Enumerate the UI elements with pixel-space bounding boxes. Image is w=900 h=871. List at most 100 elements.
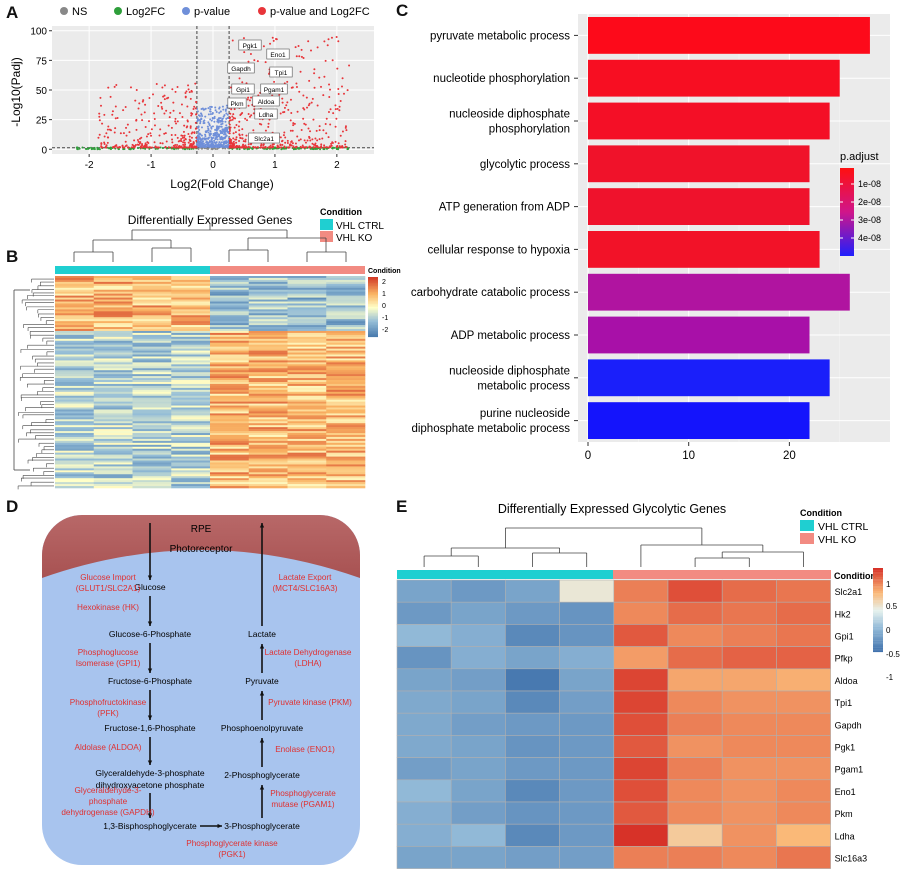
heatmap-e-cell: [721, 601, 777, 625]
heatmap-e-cell: [396, 712, 452, 736]
heatmap-e-cell: [559, 823, 615, 847]
heatmap-e-cell: [450, 823, 506, 847]
gene-row-label: Tpi1: [835, 698, 853, 708]
heatmap-e-cell: [505, 735, 560, 758]
enzyme-label: phosphate: [89, 797, 128, 806]
panel-label-b: B: [6, 247, 18, 266]
gene-row-label: Slc16a3: [835, 854, 868, 864]
gene-label: Pgk1: [243, 43, 258, 50]
enzyme-label: Lactate Export: [279, 573, 333, 582]
gene-label-box: [252, 95, 280, 107]
legend-swatch-vhl-ctrl: [320, 219, 333, 230]
y-tick-label: 0: [41, 145, 47, 156]
heatmap-e-cell: [667, 779, 723, 803]
bar: [588, 316, 810, 354]
heatmap-e-cell: [776, 823, 831, 847]
legend-marker: [182, 7, 190, 15]
enzyme-label: Hexokinase (HK): [77, 603, 139, 612]
bar-chart-category-labels: pyruvate metabolic process nucleotide pho…: [411, 30, 578, 435]
category-label: purine nucleoside: [480, 408, 570, 420]
volcano-x-axis-label: Log2(Fold Change): [170, 177, 273, 191]
gene-label: Gpi1: [236, 87, 250, 94]
heatmap-e-cell: [776, 646, 831, 670]
heatmap-e-column-dendrogram: [423, 527, 804, 567]
bar: [588, 188, 810, 226]
gene-row-label: Pgam1: [835, 765, 864, 775]
heatmap-e-cell: [505, 823, 560, 847]
heatmap-e-cell: [559, 846, 615, 869]
x-tick-label: 20: [783, 450, 796, 462]
heatmap-e-cell: [721, 846, 777, 869]
panel-a-volcano-plot: A NS Log2FC p-value p-value and Log2FC Pgk1…: [6, 3, 374, 191]
metabolite-label: Fructose-1,6-Phosphate: [104, 723, 195, 733]
padjust-legend-tick: 3e-08: [858, 215, 881, 225]
heatmap-e-cell: [396, 846, 452, 869]
heatmap-e-cell: [396, 801, 452, 825]
heatmap-e-cell: [721, 646, 777, 670]
x-tick-label: 0: [210, 160, 216, 171]
heatmap-e-scale-tick: -0.5: [886, 650, 900, 659]
legend-e-label-vhl-ctrl: VHL CTRL: [818, 521, 869, 533]
heatmap-e-scale-title: Condition: [834, 571, 876, 581]
heatmap-e-cell: [667, 846, 723, 869]
heatmap-e-cell: [613, 735, 669, 758]
heatmap-e-cell: [505, 690, 560, 714]
heatmap-e-cell: [613, 668, 669, 692]
heatmap-e-cell: [613, 801, 669, 825]
gene-label: Aldoa: [258, 99, 275, 106]
y-tick-label: 75: [36, 56, 48, 67]
heatmap-e-cell: [559, 624, 615, 647]
x-tick-label: -2: [85, 160, 94, 171]
gene-label: Pkm: [231, 101, 244, 108]
metabolite-label: Pyruvate: [245, 676, 279, 686]
heatmap-e-cell: [667, 712, 723, 736]
enzyme-label: (GLUT1/SLC2A1): [76, 584, 141, 593]
heatmap-e-cell: [505, 646, 560, 670]
bar: [588, 402, 810, 440]
gene-label-box: [254, 108, 278, 120]
panel-b-heatmap: B Differentially Expressed Genes Conditi…: [6, 207, 401, 490]
heatmap-e-cell: [613, 712, 669, 736]
enzyme-label: Pyruvate kinase (PKM): [268, 698, 352, 707]
padjust-legend-title: p.adjust: [840, 151, 879, 163]
gene-label: Slc2a1: [254, 136, 274, 143]
heatmap-e-cell: [721, 624, 777, 647]
heatmap-e-cell: [776, 690, 831, 714]
heatmap-e-cell: [667, 579, 723, 603]
enzyme-label: Glyceraldehyde-3-: [75, 786, 142, 795]
volcano-legend: NS Log2FC p-value p-value and Log2FC: [60, 6, 370, 18]
panel-label-c: C: [396, 1, 408, 20]
heatmap-e-cell: [450, 735, 506, 758]
gene-label-box: [231, 83, 255, 95]
panel-label-d: D: [6, 497, 18, 516]
heatmap-e-cell: [505, 601, 560, 625]
heatmap-b-scale-tick: -1: [382, 315, 388, 322]
heatmap-e-cell: [667, 690, 723, 714]
panel-e-glycolytic-heatmap: E Differentially Expressed Glycolytic Ge…: [396, 497, 900, 869]
bar-chart-x-ticks: 0 10 20: [585, 442, 796, 462]
y-tick-label: 25: [36, 116, 48, 127]
heatmap-e-cell: [450, 601, 506, 625]
heatmap-e-cell: [721, 779, 777, 803]
bar: [588, 16, 870, 54]
gene-row-label: Pfkp: [835, 654, 853, 664]
gene-row-label: Pgk1: [835, 743, 856, 753]
category-label: nucleoside diphosphate: [449, 109, 570, 121]
y-tick-label: 50: [36, 86, 48, 97]
bar: [588, 230, 820, 268]
gene-row-label: Ldha: [835, 831, 855, 841]
legend-swatch-vhl-ko: [320, 231, 333, 242]
y-tick-label: 100: [30, 27, 47, 38]
heatmap-e-cell: [613, 779, 669, 803]
gene-label: Pgam1: [264, 87, 285, 94]
heatmap-e-cell: [396, 757, 452, 781]
heatmap-e-cell: [396, 668, 452, 692]
rpe-label: RPE: [191, 524, 212, 535]
heatmap-e-cell: [721, 690, 777, 714]
bar: [588, 273, 850, 311]
bar: [588, 59, 840, 97]
heatmap-e-annotation-ctrl: [397, 570, 613, 579]
heatmap-e-cell: [667, 601, 723, 625]
heatmap-b-column-dendrogram: [73, 224, 347, 262]
